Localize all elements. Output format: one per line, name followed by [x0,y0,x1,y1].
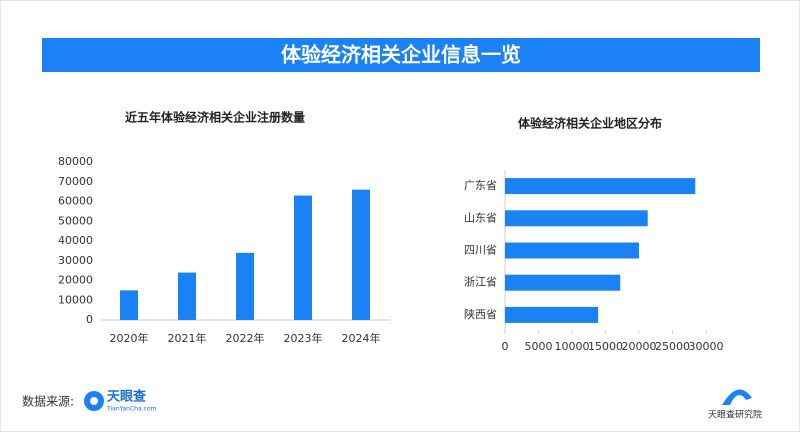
y-tick-label: 70000 [58,175,93,188]
bar [505,274,621,291]
right-logo: 天眼查研究院 [708,409,762,421]
bar [178,272,196,320]
banner-title: 体验经济相关企业信息一览 [281,43,521,67]
x-tick-label: 20000 [622,340,657,353]
bar [120,290,138,320]
bar [505,210,648,227]
chart-title: 近五年体验经济相关企业注册数量 [125,110,305,125]
right-logo-icon [722,389,752,405]
bar [505,306,599,323]
bar [236,252,254,320]
y-tick-label: 30000 [58,254,93,267]
logo-url: TianYanCha.com [106,406,156,413]
y-tick-label: 80000 [58,155,93,168]
y-tick-label: 山东省 [464,211,497,224]
x-tick-label: 2021年 [168,331,207,345]
x-tick-label: 25000 [655,340,690,353]
x-tick-label: 2024年 [342,331,381,345]
x-tick-label: 30000 [689,340,724,353]
y-tick-label: 四川省 [464,244,497,257]
y-tick-label: 50000 [58,214,93,227]
y-tick-label: 0 [86,313,93,326]
x-tick-label: 2020年 [110,331,149,345]
y-tick-label: 20000 [58,274,93,287]
bar [505,178,696,195]
x-tick-label: 2023年 [284,331,323,345]
y-tick-label: 广东省 [464,179,497,192]
bar [352,189,370,320]
chart-title: 体验经济相关企业地区分布 [518,116,662,131]
x-tick-label: 10000 [555,340,590,353]
x-tick-label: 0 [502,340,509,353]
y-tick-label: 40000 [58,234,93,247]
x-tick-label: 15000 [588,340,623,353]
y-tick-label: 浙江省 [464,276,497,289]
y-tick-label: 陕西省 [464,307,497,321]
x-tick-label: 2022年 [226,331,265,345]
y-tick-label: 60000 [58,195,93,208]
bar [294,195,312,320]
banner [42,38,760,72]
x-tick-label: 5000 [525,340,553,353]
bar [505,242,639,259]
logo-text: 天眼查 [107,389,147,405]
source-label: 数据来源: [22,394,74,409]
y-tick-label: 10000 [58,293,93,306]
logo-icon-inner [90,397,98,405]
